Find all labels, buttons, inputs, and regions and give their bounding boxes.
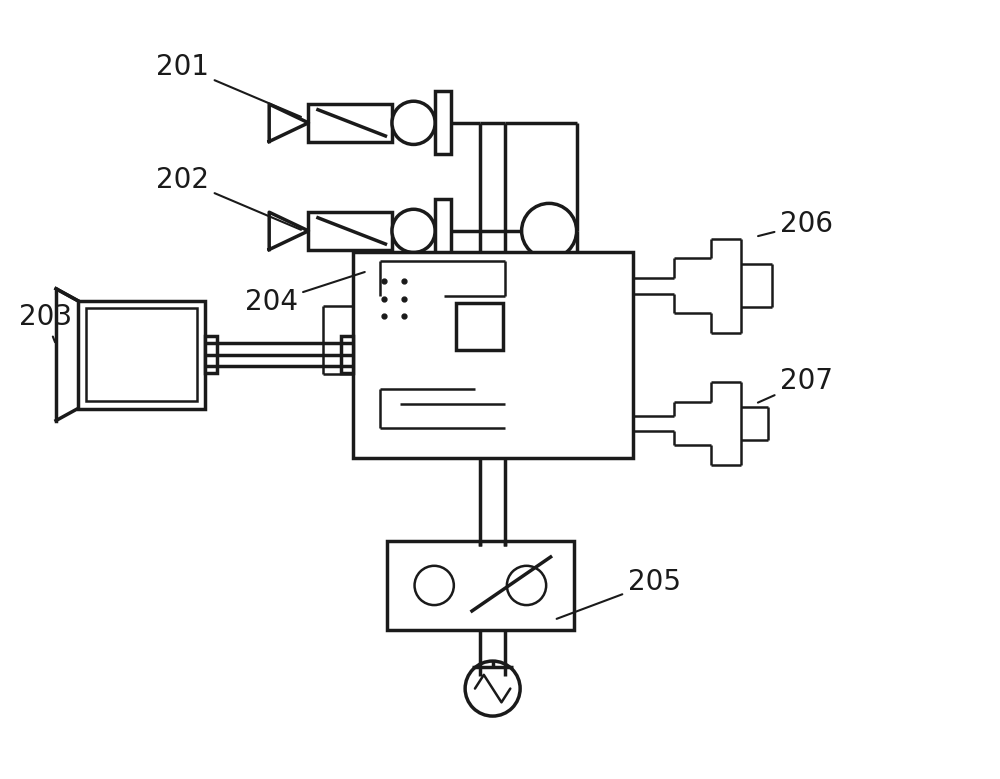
Text: 204: 204 — [245, 272, 365, 316]
Bar — [456, 302, 503, 350]
Circle shape — [465, 661, 520, 716]
Circle shape — [507, 566, 546, 605]
Circle shape — [392, 210, 435, 252]
Bar — [387, 541, 574, 629]
Text: 207: 207 — [758, 367, 833, 403]
Text: 206: 206 — [758, 210, 833, 238]
Bar — [353, 252, 633, 458]
Bar — [308, 212, 392, 249]
Bar — [205, 336, 217, 373]
Text: 203: 203 — [19, 303, 72, 342]
Text: 201: 201 — [156, 53, 301, 117]
Text: 202: 202 — [156, 166, 301, 230]
Circle shape — [392, 101, 435, 144]
Bar — [341, 336, 353, 373]
Circle shape — [468, 676, 493, 701]
Polygon shape — [269, 212, 308, 249]
Bar — [308, 104, 392, 142]
Bar — [86, 308, 197, 400]
Circle shape — [492, 676, 518, 701]
Polygon shape — [269, 104, 308, 142]
Text: 205: 205 — [557, 569, 681, 619]
Bar — [78, 301, 205, 409]
Circle shape — [522, 203, 577, 259]
Bar — [435, 199, 451, 263]
Bar — [435, 91, 451, 154]
Circle shape — [415, 566, 454, 605]
